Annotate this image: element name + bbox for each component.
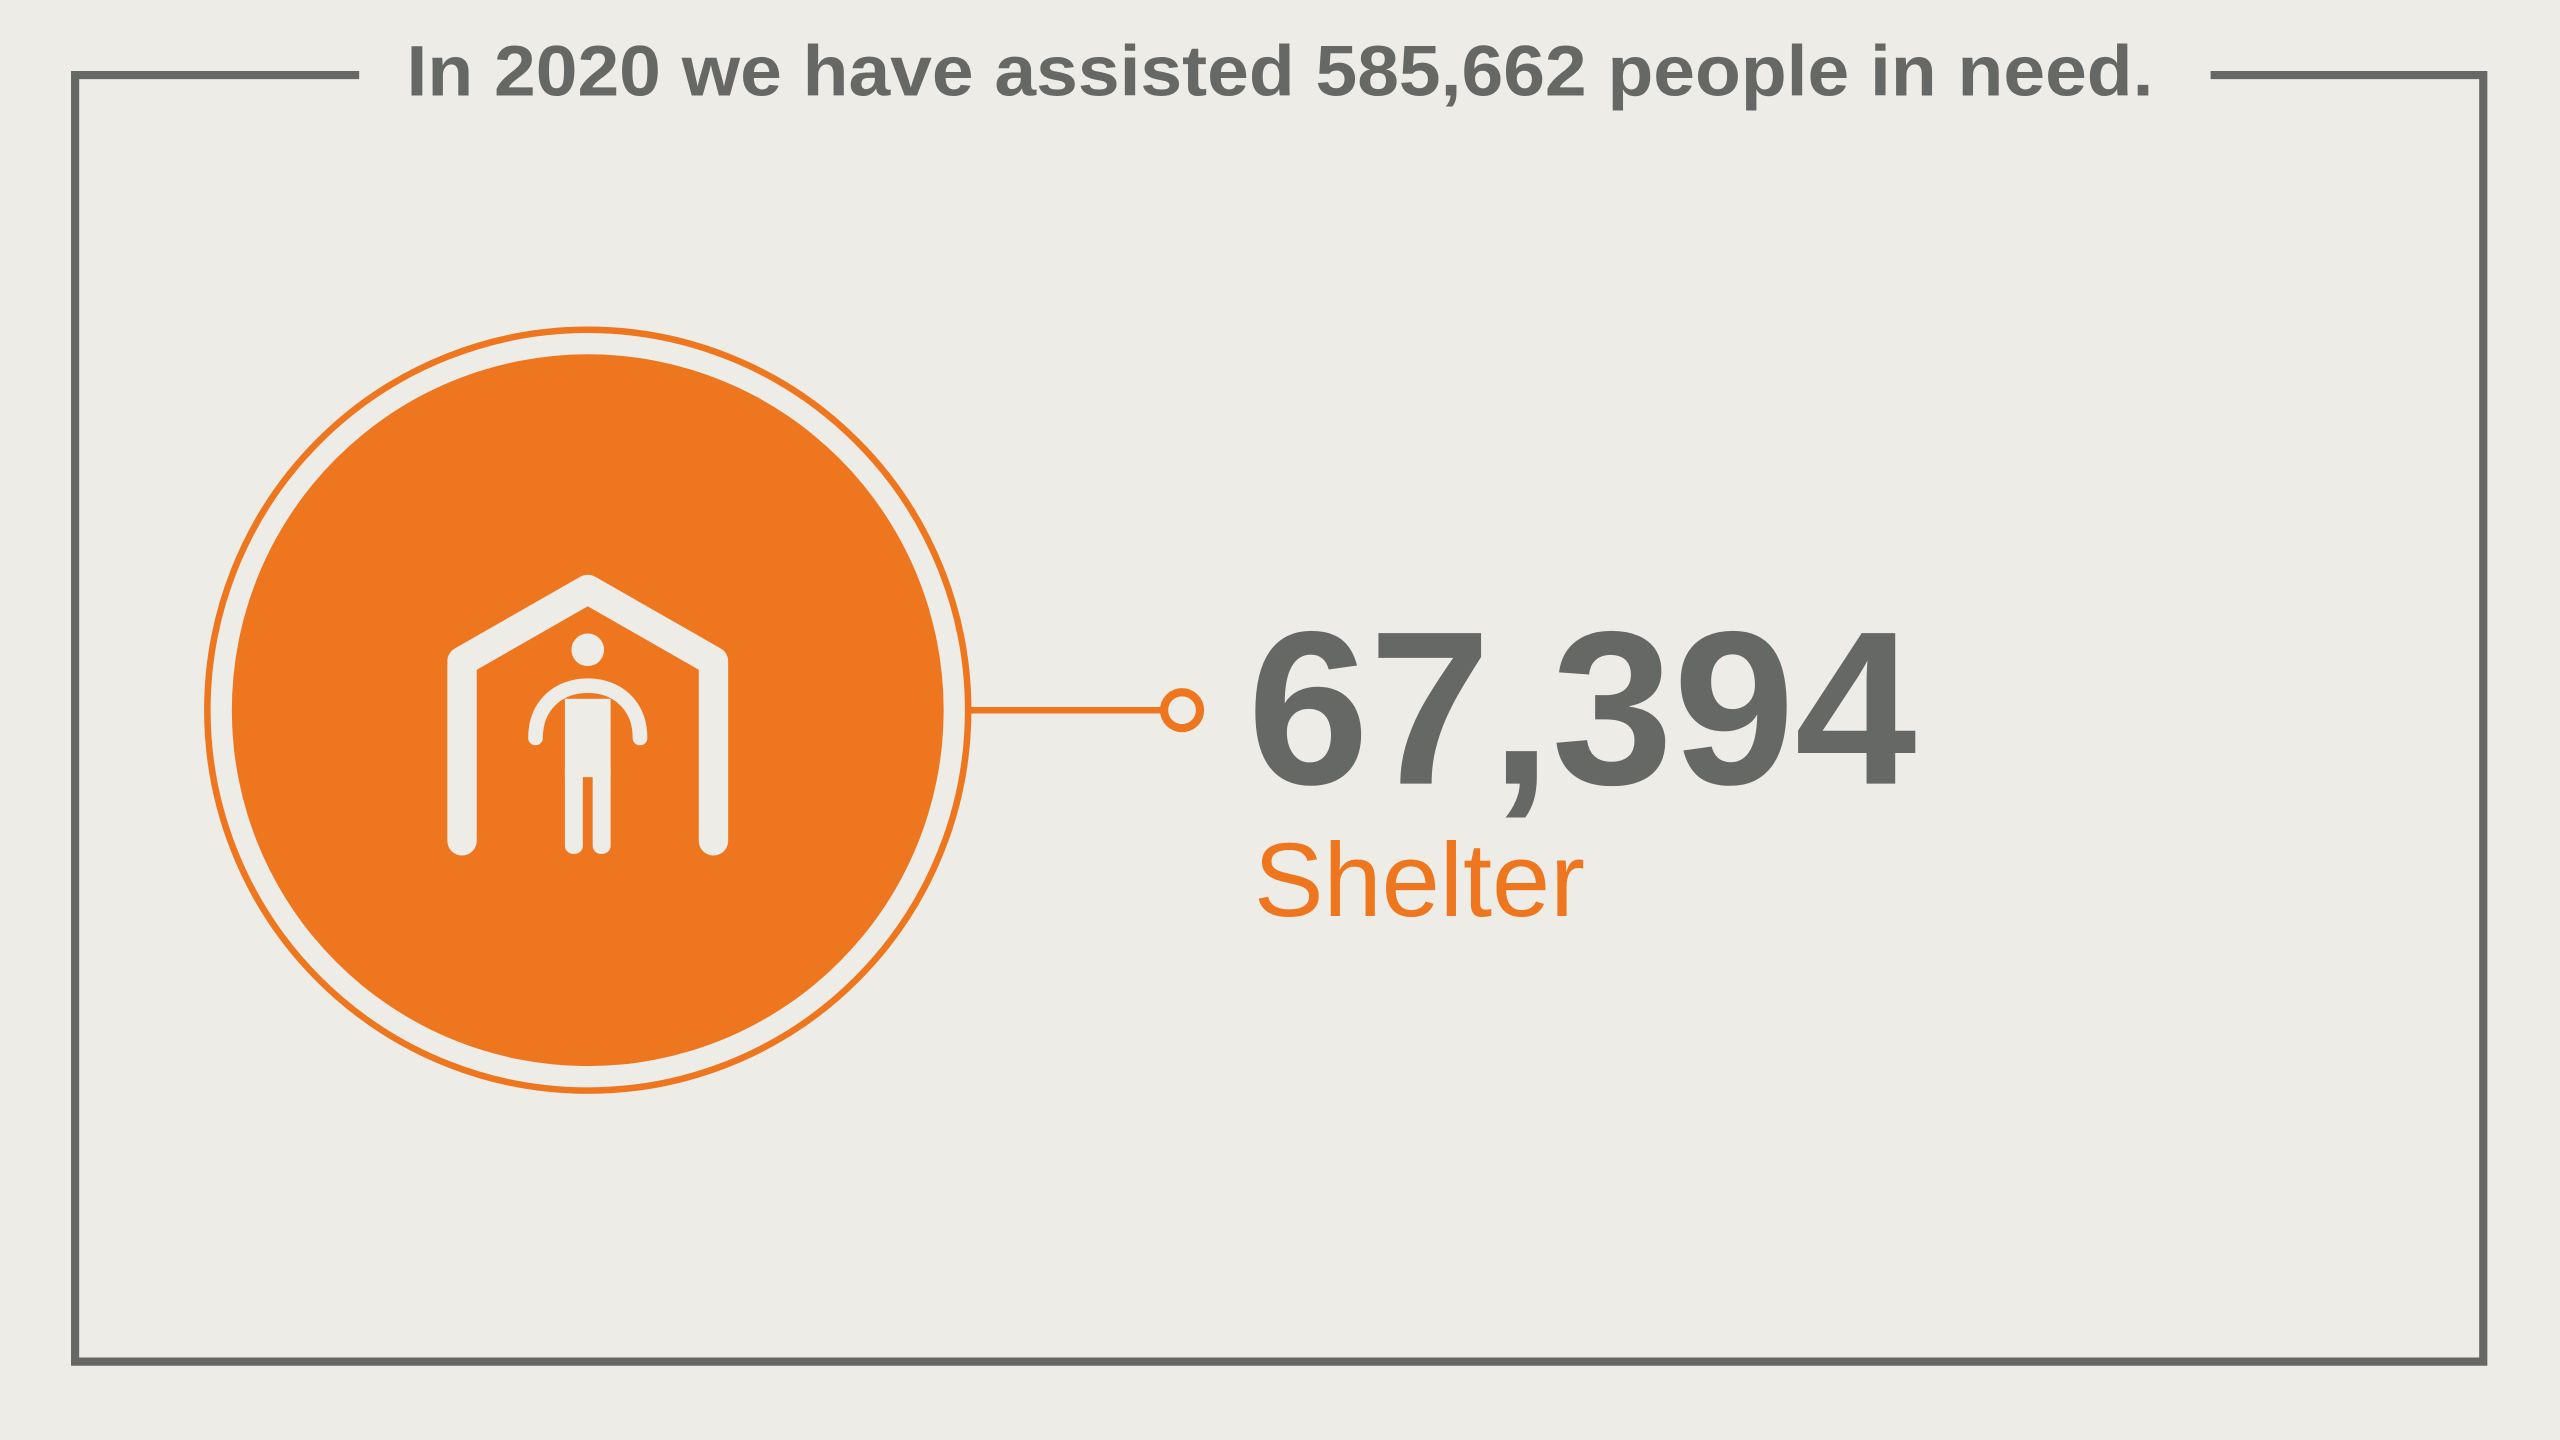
shelter-icon xyxy=(447,574,729,856)
stat-label: Shelter xyxy=(1254,822,1585,939)
stat-value: 67,394 xyxy=(1247,587,1916,831)
title: In 2020 we have assisted 585,662 people … xyxy=(407,32,2154,112)
connector-dot xyxy=(1160,688,1205,733)
frame xyxy=(71,71,2488,1366)
